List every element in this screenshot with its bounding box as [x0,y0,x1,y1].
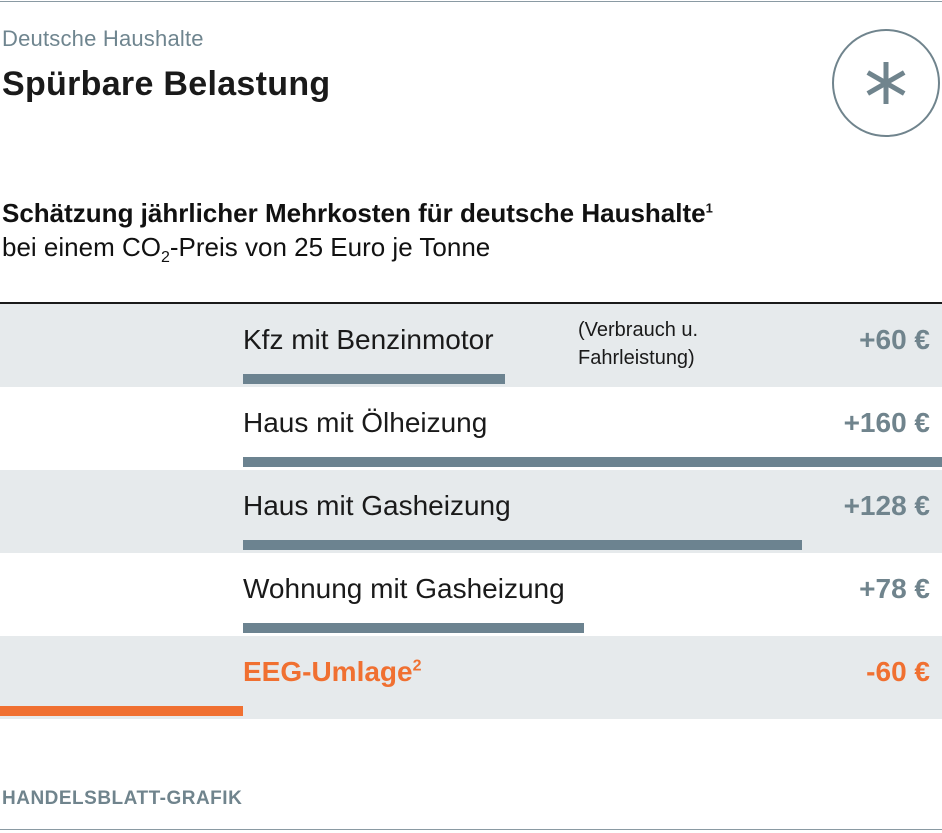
chart-top-line [0,302,942,304]
category-label: Haus mit Ölheizung [243,407,487,439]
asterisk-badge [832,29,940,137]
top-rule [0,1,942,2]
chart-row: Haus mit Gasheizung +128 € [0,470,942,553]
chart-row: Wohnung mit Gasheizung +78 € [0,553,942,636]
category-label: Wohnung mit Gasheizung [243,573,565,605]
footnote-marker: 1 [705,200,713,216]
subtitle2-pre: bei einem CO [2,232,161,262]
category-label-text: EEG-Umlage [243,656,413,687]
chart-row: Haus mit Ölheizung +160 € [0,387,942,470]
bar [243,374,505,384]
footnote-marker: 2 [412,657,422,675]
chart-row: EEG-Umlage2 -60 € [0,636,942,719]
headline: Spürbare Belastung [2,65,330,104]
category-label-text: Kfz mit Benzinmotor [243,324,494,355]
bottom-rule [0,829,942,830]
bar [0,706,243,716]
category-note: (Verbrauch u. Fahrleistung) [578,319,699,369]
value-label: +160 € [843,407,930,438]
bar [243,540,802,550]
bar-chart: Kfz mit Benzinmotor (Verbrauch u. Fahrleis… [0,302,942,719]
value-label: +78 € [859,573,930,604]
bar [243,457,942,467]
category-label: Kfz mit Benzinmotor [243,324,494,356]
subtitle2-post: -Preis von 25 Euro je Tonne [169,232,491,262]
value-label: +128 € [843,490,930,521]
chart-row: Kfz mit Benzinmotor (Verbrauch u. Fahrleis… [0,304,942,387]
bar [243,623,584,633]
kicker: Deutsche Haushalte [2,26,204,51]
category-label: EEG-Umlage2 [243,656,422,688]
subtitle-text: Schätzung jährlicher Mehrkosten für deut… [2,198,706,228]
source-credit: HANDELSBLATT-GRAFIK [2,788,243,809]
subtitle2-sub: 2 [160,249,170,267]
value-label: -60 € [866,656,930,687]
value-label: +60 € [859,324,930,355]
category-label-text: Wohnung mit Gasheizung [243,573,565,604]
chart-subtitle-2: bei einem CO2-Preis von 25 Euro je Tonne [2,232,490,267]
category-label-text: Haus mit Gasheizung [243,490,511,521]
asterisk-icon [866,62,906,104]
category-label-text: Haus mit Ölheizung [243,407,488,438]
headline-text: Spürbare Belastung [2,65,331,103]
chart-subtitle: Schätzung jährlicher Mehrkosten für deut… [2,198,713,229]
category-label: Haus mit Gasheizung [243,490,511,522]
